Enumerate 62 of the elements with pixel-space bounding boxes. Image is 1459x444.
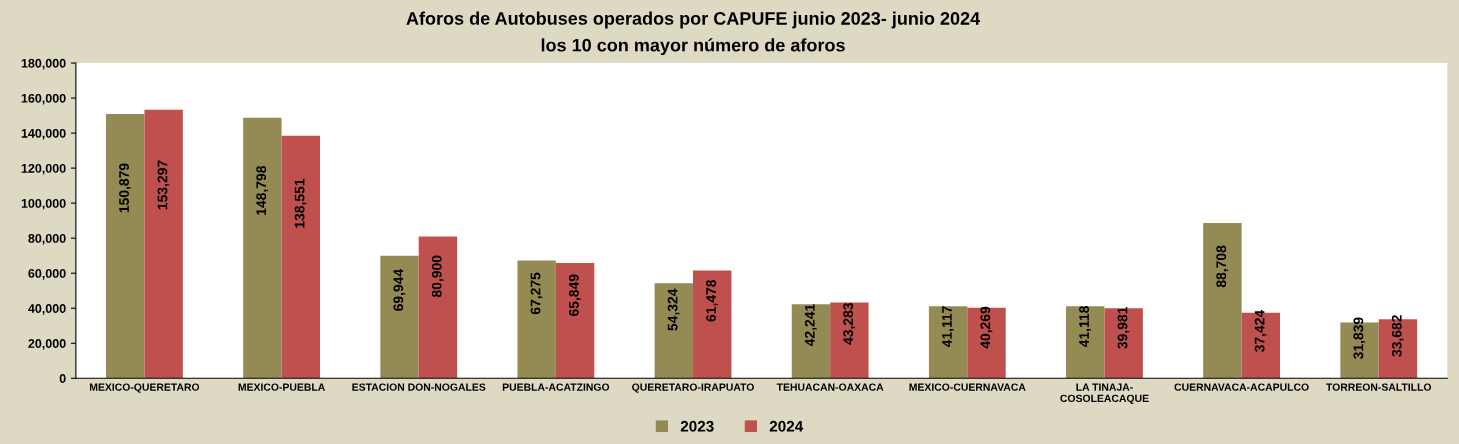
data-label: 138,551 [294, 178, 307, 228]
x-tick-label: TEHUACAN-OAXACA [776, 383, 884, 391]
x-tick-label: TORREON-SALTILLO [1326, 383, 1432, 391]
x-tick-label: MEXICO-PUEBLA [238, 383, 326, 391]
data-label: 61,478 [706, 279, 718, 322]
bar [967, 307, 1006, 379]
x-tick-label: PUEBLA-ACATZINGO [502, 383, 610, 391]
bar [106, 114, 145, 379]
legend-label: 2024 [769, 420, 804, 432]
bar [243, 117, 282, 379]
chart-title: Aforos de Autobuses operados por CAPUFE junio 2023- junio 2024 [406, 11, 981, 29]
y-tick-label: 160,000 [21, 93, 66, 105]
data-label: 31,839 [1353, 317, 1366, 360]
legend-label: 2023 [680, 420, 714, 432]
data-label: 88,708 [1216, 245, 1229, 288]
bar [418, 236, 458, 379]
bar [380, 255, 419, 379]
data-label: 54,324 [667, 288, 680, 331]
data-label: 67,275 [530, 272, 543, 315]
data-label: 40,269 [980, 306, 993, 349]
y-tick-label: 100,000 [21, 198, 66, 210]
x-tick-label: LA TINAJA- COSOLEACAQUE [1060, 383, 1149, 404]
bar [693, 270, 732, 379]
data-label: 69,944 [393, 268, 406, 311]
bar [654, 283, 694, 379]
data-label: 37,424 [1254, 309, 1267, 353]
bar [830, 302, 869, 379]
bar [928, 306, 968, 379]
bar [1241, 312, 1281, 379]
data-label: 43,283 [843, 302, 856, 345]
x-tick-label: CUERNAVACA-ACAPULCO [1174, 383, 1309, 391]
y-tick-label: 60,000 [28, 269, 66, 280]
data-label: 153,297 [157, 160, 170, 210]
data-label: 65,849 [568, 274, 581, 316]
y-tick-label: 180,000 [21, 58, 66, 70]
y-tick-label: 140,000 [21, 128, 66, 140]
y-tick-label: 80,000 [28, 233, 66, 245]
chart-subtitle: los 10 con mayor número de aforos [541, 38, 845, 56]
data-label: 41,118 [1079, 306, 1091, 348]
x-tick-label: QUERETARO-IRAPUATO [632, 383, 754, 393]
bar [555, 262, 595, 379]
x-tick-label: MEXICO-CUERNAVACA [909, 383, 1026, 391]
bar [1066, 306, 1105, 379]
y-tick-label: 120,000 [21, 163, 66, 175]
data-label: 39,981 [1117, 307, 1130, 349]
y-tick-label: 40,000 [28, 304, 66, 315]
data-label: 148,798 [256, 165, 269, 215]
bar [1203, 222, 1242, 379]
data-label: 150,879 [119, 163, 131, 213]
x-tick-label: MEXICO-QUERETARO [89, 383, 200, 393]
bar [281, 135, 320, 379]
x-tick-label: ESTACION DON-NOGALES [352, 383, 486, 391]
bar [1104, 308, 1143, 379]
data-label: 41,117 [942, 306, 954, 348]
y-tick-label: 20,000 [28, 339, 66, 350]
y-tick-label: 0 [59, 374, 66, 383]
bar [144, 109, 183, 379]
data-label: 80,900 [431, 255, 444, 298]
bar [517, 260, 556, 379]
bar [791, 304, 831, 379]
data-label: 42,241 [804, 304, 817, 347]
data-label: 33,682 [1391, 315, 1404, 357]
